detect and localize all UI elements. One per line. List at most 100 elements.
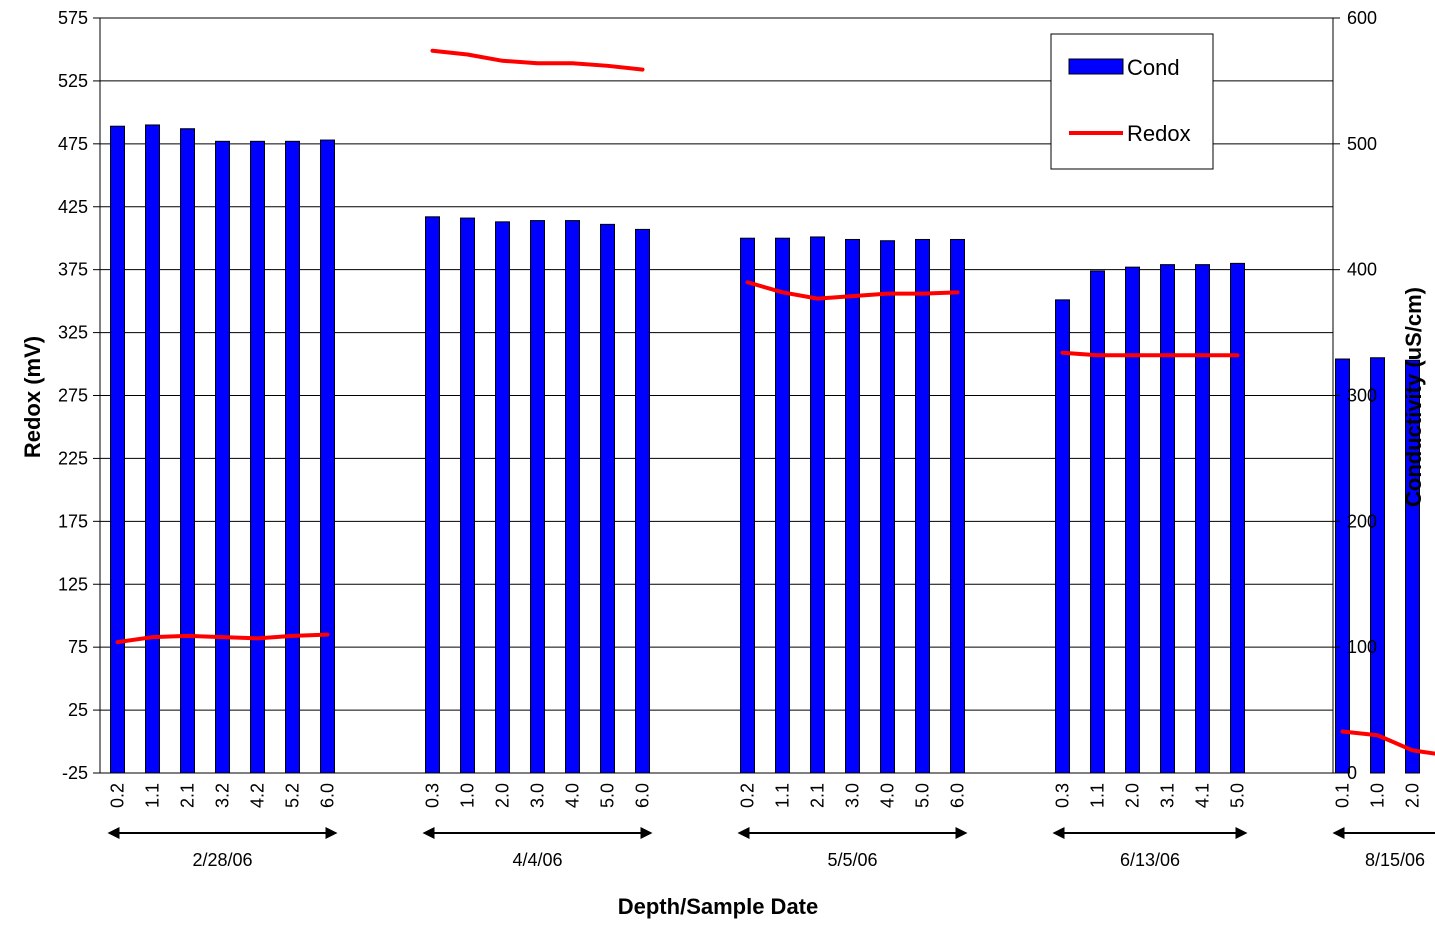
date-label: 2/28/06 <box>192 850 252 870</box>
left-tick-label: 125 <box>58 574 88 594</box>
depth-tick-label: 2.0 <box>493 783 513 808</box>
left-tick-label: 475 <box>58 134 88 154</box>
cond-bar <box>1335 358 1350 774</box>
depth-tick-label: 0.2 <box>108 783 128 808</box>
left-tick-label: 75 <box>68 637 88 657</box>
arrowhead-left <box>737 827 750 839</box>
cond-bar <box>635 228 650 774</box>
cond-bar <box>1160 264 1175 774</box>
cond-bar <box>565 220 580 774</box>
depth-tick-label: 3.0 <box>528 783 548 808</box>
arrowhead-right <box>325 827 338 839</box>
depth-tick-label: 1.0 <box>458 783 478 808</box>
right-tick-label: 500 <box>1347 134 1377 154</box>
arrowhead-left <box>107 827 120 839</box>
depth-tick-label: 4.2 <box>248 783 268 808</box>
depth-tick-label: 4.0 <box>878 783 898 808</box>
depth-tick-label: 1.0 <box>1368 783 1388 808</box>
depth-tick-label: 6.0 <box>633 783 653 808</box>
cond-bar <box>1090 270 1105 774</box>
arrowhead-right <box>640 827 653 839</box>
legend-cond-label: Cond <box>1127 55 1180 80</box>
cond-bar <box>880 240 895 774</box>
left-tick-label: 575 <box>58 8 88 28</box>
depth-tick-label: 3.1 <box>1158 783 1178 808</box>
x-axis: 0.2 1.1 2.1 3.2 4.2 5.2 6.0 2/28/06 0.3 1.0 2.0 3.0… <box>107 783 1435 870</box>
arrowhead-left <box>1332 827 1345 839</box>
left-tick-label: 25 <box>68 700 88 720</box>
cond-bar <box>1230 262 1245 774</box>
depth-tick-label: 2.0 <box>1123 783 1143 808</box>
right-tick-label: 200 <box>1347 511 1377 531</box>
left-axis-title: Redox (mV) <box>20 336 45 458</box>
depth-tick-label: 3.0 <box>843 783 863 808</box>
cond-bar <box>145 124 160 774</box>
date-label: 8/15/06 <box>1365 850 1425 870</box>
left-tick-label: 525 <box>58 71 88 91</box>
cond-bar <box>320 139 335 774</box>
right-tick-label: 0 <box>1347 763 1357 783</box>
right-tick-label: 400 <box>1347 260 1377 280</box>
cond-bar <box>110 125 125 774</box>
cond-bar <box>285 140 300 774</box>
depth-tick-label: 2.1 <box>808 783 828 808</box>
x-axis-title: Depth/Sample Date <box>618 894 819 919</box>
depth-tick-label: 2.1 <box>178 783 198 808</box>
depth-tick-label: 3.2 <box>213 783 233 808</box>
redox-lines <box>115 48 1435 756</box>
cond-bar <box>180 128 195 774</box>
depth-tick-label: 2.0 <box>1403 783 1423 808</box>
left-tick-label: -25 <box>62 763 88 783</box>
right-tick-label: 100 <box>1347 637 1377 657</box>
depth-tick-label: 0.3 <box>1053 783 1073 808</box>
right-tick-label: 300 <box>1347 386 1377 406</box>
depth-tick-label: 0.3 <box>423 783 443 808</box>
date-label: 4/4/06 <box>512 850 562 870</box>
legend: Cond Redox <box>1050 33 1214 170</box>
redox-line <box>1340 729 1435 756</box>
left-tick-label: 375 <box>58 260 88 280</box>
left-tick-label: 225 <box>58 448 88 468</box>
right-tick-label: 600 <box>1347 8 1377 28</box>
cond-bar <box>915 238 930 774</box>
date-label: 6/13/06 <box>1120 850 1180 870</box>
cond-bars <box>110 124 1420 774</box>
depth-tick-label: 1.1 <box>773 783 793 808</box>
legend-redox-label: Redox <box>1127 121 1191 146</box>
depth-tick-label: 5.0 <box>913 783 933 808</box>
arrowhead-right <box>955 827 968 839</box>
legend-cond-swatch <box>1068 58 1124 75</box>
depth-tick-label: 6.0 <box>948 783 968 808</box>
cond-bar <box>810 236 825 774</box>
arrowhead-left <box>422 827 435 839</box>
depth-tick-label: 4.1 <box>1193 783 1213 808</box>
cond-bar <box>1370 357 1385 774</box>
depth-tick-label: 5.0 <box>598 783 618 808</box>
depth-tick-label: 5.2 <box>283 783 303 808</box>
arrowhead-left <box>1052 827 1065 839</box>
cond-bar <box>495 221 510 774</box>
redox-line <box>115 632 330 645</box>
cond-bar <box>460 217 475 774</box>
right-y-axis: 0 100 200 300 400 500 600 <box>1333 8 1377 783</box>
depth-tick-label: 0.1 <box>1333 783 1353 808</box>
cond-bar <box>950 238 965 774</box>
cond-bar <box>1125 266 1140 774</box>
depth-tick-label: 0.2 <box>738 783 758 808</box>
cond-bar <box>250 140 265 774</box>
redox-line <box>745 280 960 301</box>
redox-line <box>430 48 645 72</box>
right-axis-title: Conductivity (uS/cm) <box>1401 287 1426 507</box>
date-label: 5/5/06 <box>827 850 877 870</box>
cond-bar <box>530 220 545 774</box>
cond-bar <box>845 238 860 774</box>
arrowhead-right <box>1235 827 1248 839</box>
cond-bar <box>740 237 755 774</box>
depth-tick-label: 1.1 <box>1088 783 1108 808</box>
left-tick-label: 325 <box>58 323 88 343</box>
left-tick-label: 275 <box>58 386 88 406</box>
cond-bar <box>215 140 230 774</box>
legend-box <box>1050 33 1214 170</box>
cond-bar <box>1405 359 1420 774</box>
